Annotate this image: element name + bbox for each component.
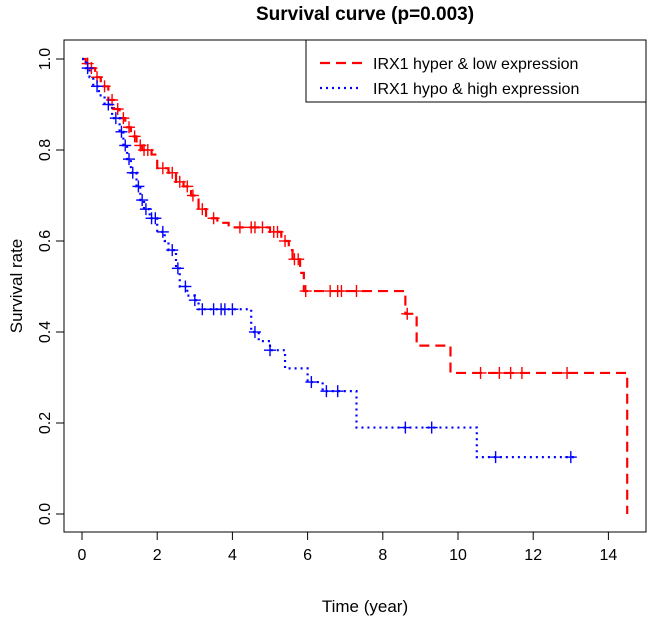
censor-mark-hypo-high (109, 112, 122, 125)
legend: IRX1 hyper & low expression IRX1 hypo & … (305, 39, 647, 103)
censor-mark-hypo-high (489, 451, 502, 464)
censor-mark-hypo-high (81, 62, 94, 75)
censor-mark-hyper-low (474, 366, 487, 379)
censor-mark-hypo-high (115, 125, 128, 138)
censor-mark-hypo-high (139, 203, 152, 216)
series-line-hypo-high (82, 57, 575, 459)
censor-mark-hyper-low (181, 180, 194, 193)
censor-mark-hypo-high (126, 166, 139, 179)
censor-mark-hypo-high (156, 225, 169, 238)
y-tick-label: 1.0 (37, 48, 54, 70)
censor-mark-hyper-low (515, 366, 528, 379)
censor-mark-hypo-high (425, 421, 438, 434)
censor-mark-hypo-high (331, 385, 344, 398)
legend-label-hyper-low: IRX1 hyper & low expression (373, 56, 578, 73)
censor-mark-hyper-low (233, 221, 246, 234)
censor-mark-hyper-low (299, 285, 312, 298)
censor-mark-hyper-low (561, 366, 574, 379)
censor-mark-hyper-low (335, 285, 348, 298)
censor-mark-hypo-high (102, 98, 115, 111)
legend-box (305, 39, 647, 103)
y-axis: 0.0 0.2 0.4 0.6 0.8 1.0 (37, 48, 64, 525)
censor-mark-hyper-low (256, 221, 269, 234)
x-tick-label: 0 (78, 547, 87, 564)
censor-mark-hypo-high (132, 180, 145, 193)
x-tick-label: 14 (600, 547, 618, 564)
censor-mark-hypo-high (196, 303, 209, 316)
censor-mark-hypo-high (136, 194, 149, 207)
censor-mark-hypo-high (320, 385, 333, 398)
x-axis: 0 2 4 6 8 10 12 14 (78, 532, 618, 564)
x-tick-label: 8 (378, 547, 387, 564)
x-tick-label: 12 (524, 547, 542, 564)
legend-label-hypo-high: IRX1 hypo & high expression (373, 81, 579, 98)
censor-mark-hyper-low (401, 307, 414, 320)
x-tick-label: 10 (449, 547, 467, 564)
censor-mark-hyper-low (292, 253, 305, 266)
y-tick-label: 0.0 (37, 503, 54, 525)
censor-mark-hypo-high (399, 421, 412, 434)
x-tick-label: 2 (153, 547, 162, 564)
censor-mark-hyper-low (271, 225, 284, 238)
censor-mark-hypo-high (91, 80, 104, 93)
y-axis-label: Survival rate (7, 239, 26, 333)
y-tick-label: 0.4 (37, 321, 54, 343)
censor-mark-hyper-low (173, 175, 186, 188)
y-tick-label: 0.6 (37, 230, 54, 252)
censor-mark-hypo-high (188, 294, 201, 307)
series-layer (81, 57, 629, 514)
censor-mark-hypo-high (226, 303, 239, 316)
x-tick-label: 4 (228, 547, 237, 564)
censor-mark-hyper-low (111, 103, 124, 116)
censor-mark-hypo-high (264, 344, 276, 357)
censor-mark-hyper-low (279, 235, 292, 247)
censor-mark-hypo-high (171, 262, 184, 275)
censor-mark-hypo-high (123, 153, 135, 166)
plot-frame (63, 39, 647, 533)
y-tick-label: 0.2 (37, 412, 54, 434)
censor-mark-hypo-high (248, 326, 261, 338)
censor-mark-hyper-low (156, 162, 169, 175)
censor-mark-hypo-high (166, 244, 179, 257)
censor-mark-hyper-low (493, 366, 506, 379)
censor-mark-hyper-low (186, 189, 199, 202)
censor-mark-hypo-high (564, 451, 577, 464)
censor-mark-hyper-low (128, 130, 141, 143)
censor-mark-hyper-low (123, 121, 135, 134)
censor-mark-hypo-high (179, 280, 192, 293)
censor-mark-hyper-low (504, 366, 517, 379)
chart-title: Survival curve (p=0.003) (256, 4, 474, 25)
censor-mark-hyper-low (350, 285, 363, 298)
censor-mark-hyper-low (207, 212, 220, 225)
y-tick-label: 0.8 (37, 139, 54, 161)
series-line-hyper-low (82, 57, 629, 514)
censor-mark-hyper-low (141, 144, 154, 156)
x-axis-label: Time (year) (322, 597, 408, 616)
censor-mark-hypo-high (305, 376, 318, 389)
censor-mark-hypo-high (119, 139, 132, 152)
censor-mark-hyper-low (196, 203, 209, 216)
censor-mark-hyper-low (166, 166, 179, 179)
x-tick-label: 6 (303, 547, 312, 564)
censor-mark-hypo-high (149, 212, 162, 225)
